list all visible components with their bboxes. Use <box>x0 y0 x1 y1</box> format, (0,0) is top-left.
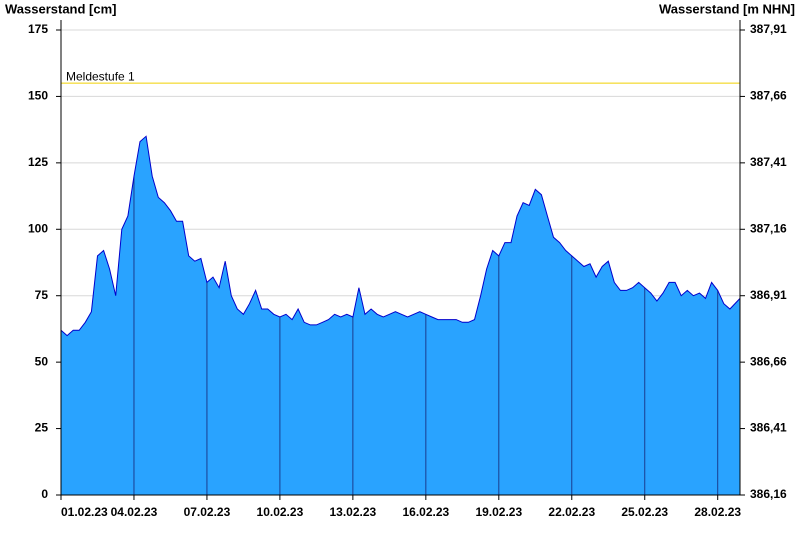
x-tick-label: 04.02.23 <box>111 505 158 519</box>
x-tick-label: 10.02.23 <box>257 505 304 519</box>
x-tick-label: 13.02.23 <box>330 505 377 519</box>
y-tick-label: 25 <box>35 421 49 435</box>
x-tick-label: 19.02.23 <box>475 505 522 519</box>
y2-tick-label: 387,91 <box>750 22 787 36</box>
area <box>61 136 740 496</box>
y2-tick-label: 387,16 <box>750 221 787 235</box>
x-tick-label: 28.02.23 <box>694 505 741 519</box>
y-tick-label: 0 <box>41 487 48 501</box>
y-tick-label: 150 <box>28 89 48 103</box>
y2-tick-label: 386,16 <box>750 487 787 501</box>
x-tick-label: 25.02.23 <box>621 505 668 519</box>
x-tick-label: 01.02.23 <box>61 505 108 519</box>
x-tick-label: 07.02.23 <box>184 505 231 519</box>
y-tick-label: 75 <box>35 288 49 302</box>
y2-tick-label: 387,66 <box>750 89 787 103</box>
y2-tick-label: 387,41 <box>750 155 787 169</box>
x-tick-label: 16.02.23 <box>402 505 449 519</box>
y-tick-label: 100 <box>28 221 48 235</box>
y-axis-label: Wasserstand [cm] <box>5 1 117 16</box>
x-tick-label: 22.02.23 <box>548 505 595 519</box>
y-tick-label: 50 <box>35 354 49 368</box>
y2-tick-label: 386,41 <box>750 421 787 435</box>
line <box>60 135 741 337</box>
y2-axis-label: Wasserstand [m NHN] <box>659 1 795 16</box>
y2-tick-label: 386,91 <box>750 288 787 302</box>
y-tick-label: 125 <box>28 155 48 169</box>
threshold-label: Meldestufe 1 <box>66 69 135 83</box>
y2-tick-label: 386,66 <box>750 354 787 368</box>
y-tick-label: 175 <box>28 22 48 36</box>
